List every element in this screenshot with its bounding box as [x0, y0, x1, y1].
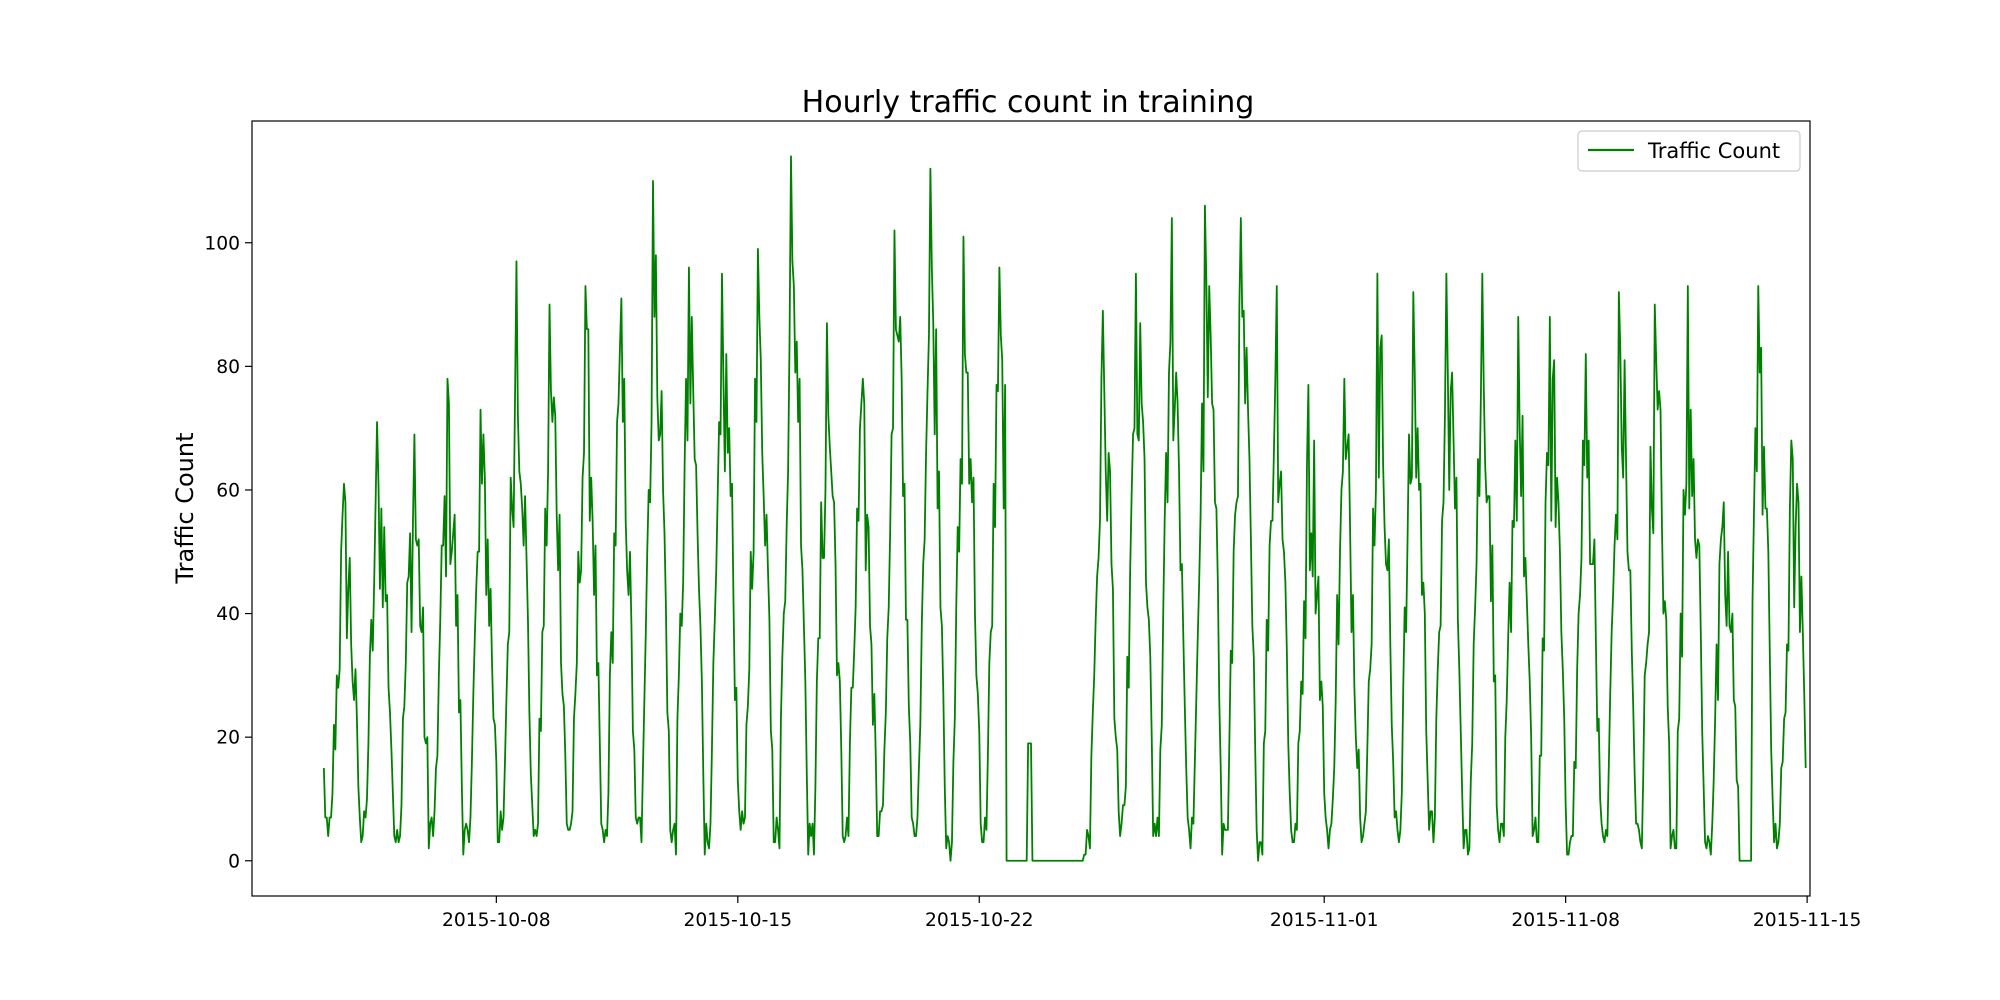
legend-box	[1577, 130, 1801, 172]
x-tick-label: 2015-10-22	[925, 910, 1034, 931]
y-tick-label: 20	[216, 728, 240, 749]
legend-label-traffic-count: Traffic Count	[1647, 139, 1780, 163]
x-tick-label: 2015-10-15	[683, 910, 792, 931]
y-tick-label: 80	[216, 357, 240, 378]
y-tick-label: 60	[216, 480, 240, 501]
chart-title: Hourly traffic count in training	[802, 85, 1255, 120]
axes-frame	[251, 120, 1811, 897]
x-tick-label: 2015-11-01	[1270, 910, 1379, 931]
legend: Traffic Count	[1577, 130, 1801, 172]
y-tick-label: 0	[228, 851, 240, 872]
x-tick-label: 2015-11-15	[1753, 910, 1862, 931]
x-tick-label: 2015-11-08	[1511, 910, 1620, 931]
x-tick-label: 2015-10-08	[442, 910, 551, 931]
traffic-count-series-line	[322, 155, 1807, 862]
y-axis-ticks: 0 20 40 60 80 100	[204, 233, 252, 872]
plot-area	[322, 155, 1807, 862]
x-axis-ticks: 2015-10-08 2015-10-15 2015-10-22 2015-11-01…	[442, 896, 1861, 931]
y-axis-label: Traffic Count	[171, 432, 199, 584]
traffic-count-line-layer	[322, 155, 1807, 862]
y-tick-label: 100	[204, 233, 240, 254]
y-tick-label: 40	[216, 604, 240, 625]
